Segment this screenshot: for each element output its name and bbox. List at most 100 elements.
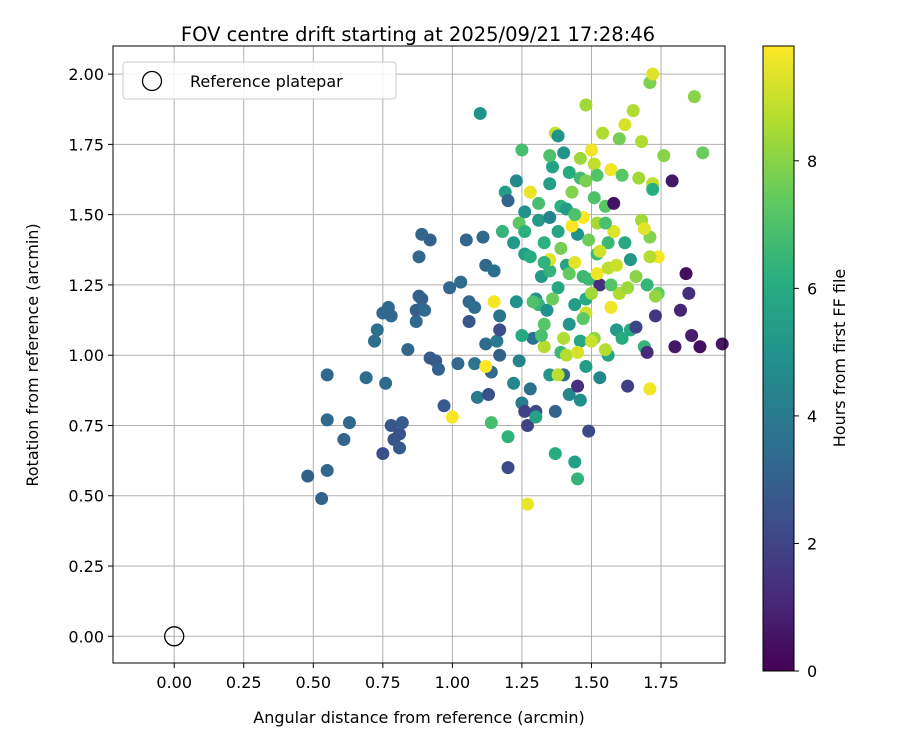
x-tick-label: 1.50 <box>574 673 610 692</box>
data-point <box>565 185 579 199</box>
data-point <box>501 461 515 475</box>
data-point <box>459 233 473 247</box>
x-tick-label: 1.25 <box>504 673 540 692</box>
data-point <box>367 334 381 348</box>
data-point <box>571 379 585 393</box>
colorbar-tick-label: 8 <box>807 152 817 171</box>
data-point <box>668 340 682 354</box>
data-point <box>640 345 654 359</box>
legend: Reference platepar <box>122 61 397 100</box>
data-point <box>493 323 507 337</box>
data-point <box>342 416 356 430</box>
data-point <box>518 404 532 418</box>
data-point <box>415 292 429 306</box>
data-point <box>657 149 671 163</box>
data-point <box>551 281 565 295</box>
data-point <box>562 165 576 179</box>
data-point <box>598 216 612 230</box>
data-point <box>418 303 432 317</box>
data-point <box>576 312 590 326</box>
data-point <box>551 225 565 239</box>
data-point <box>615 331 629 345</box>
colorbar-tick-label: 0 <box>807 662 817 681</box>
data-point <box>687 90 701 104</box>
data-point <box>543 177 557 191</box>
data-point <box>393 427 407 441</box>
data-point <box>643 250 657 264</box>
data-point <box>534 329 548 343</box>
data-point <box>532 213 546 227</box>
data-point <box>359 371 373 385</box>
data-point <box>454 275 468 289</box>
data-point <box>618 236 632 250</box>
data-point <box>648 289 662 303</box>
data-point <box>384 418 398 432</box>
data-point <box>596 126 610 140</box>
data-point <box>320 463 334 477</box>
data-point <box>582 233 596 247</box>
x-tick-label: 0.75 <box>365 673 401 692</box>
plot-area-frame <box>112 45 726 664</box>
data-point <box>679 267 693 281</box>
data-point <box>615 168 629 182</box>
data-point <box>618 118 632 132</box>
data-point <box>532 196 546 210</box>
data-point <box>562 388 576 402</box>
data-point <box>673 303 687 317</box>
colorbar-tick-label: 6 <box>807 279 817 298</box>
data-point <box>487 264 501 278</box>
data-point <box>484 416 498 430</box>
data-point <box>640 278 654 292</box>
data-point <box>451 357 465 371</box>
x-tick-label: 0.25 <box>226 673 262 692</box>
data-point <box>573 151 587 165</box>
data-point <box>601 236 615 250</box>
data-point <box>518 225 532 239</box>
data-point <box>523 185 537 199</box>
data-point <box>623 253 637 267</box>
data-point <box>412 250 426 264</box>
data-point <box>507 236 521 250</box>
data-point <box>612 132 626 146</box>
data-point <box>593 371 607 385</box>
colorbar-tick-label: 4 <box>807 407 817 426</box>
data-point <box>431 362 445 376</box>
data-point <box>529 410 543 424</box>
data-point <box>579 174 593 188</box>
data-point <box>443 281 457 295</box>
data-point <box>571 345 585 359</box>
y-tick-label: 0.75 <box>68 416 104 435</box>
x-tick-label: 1.75 <box>643 673 679 692</box>
y-tick-label: 1.25 <box>68 276 104 295</box>
data-point <box>320 368 334 382</box>
data-point <box>537 340 551 354</box>
data-point <box>590 168 604 182</box>
data-point <box>509 295 523 309</box>
chart-title: FOV centre drift starting at 2025/09/21 … <box>181 23 655 46</box>
data-point <box>643 382 657 396</box>
data-point <box>551 368 565 382</box>
y-tick-label: 0.00 <box>68 627 104 646</box>
data-point <box>523 382 537 396</box>
data-point <box>315 492 329 506</box>
data-point <box>540 303 554 317</box>
data-point <box>551 129 565 143</box>
data-point <box>593 244 607 258</box>
data-point <box>462 314 476 328</box>
data-point <box>573 334 587 348</box>
data-point <box>604 300 618 314</box>
y-axis-ticks: 0.00 0.25 0.50 0.75 1.00 1.25 1.50 1.75 2.00 <box>68 65 113 646</box>
data-point <box>537 317 551 331</box>
data-point <box>543 149 557 163</box>
data-point <box>376 447 390 461</box>
data-point <box>495 225 509 239</box>
data-point <box>320 413 334 427</box>
data-point <box>501 430 515 444</box>
data-point <box>501 194 515 208</box>
legend-entry-label: Reference platepar <box>190 72 343 91</box>
data-point <box>582 424 596 438</box>
y-tick-label: 1.00 <box>68 346 104 365</box>
data-point <box>526 295 540 309</box>
data-point <box>520 418 534 432</box>
data-point <box>568 255 582 269</box>
